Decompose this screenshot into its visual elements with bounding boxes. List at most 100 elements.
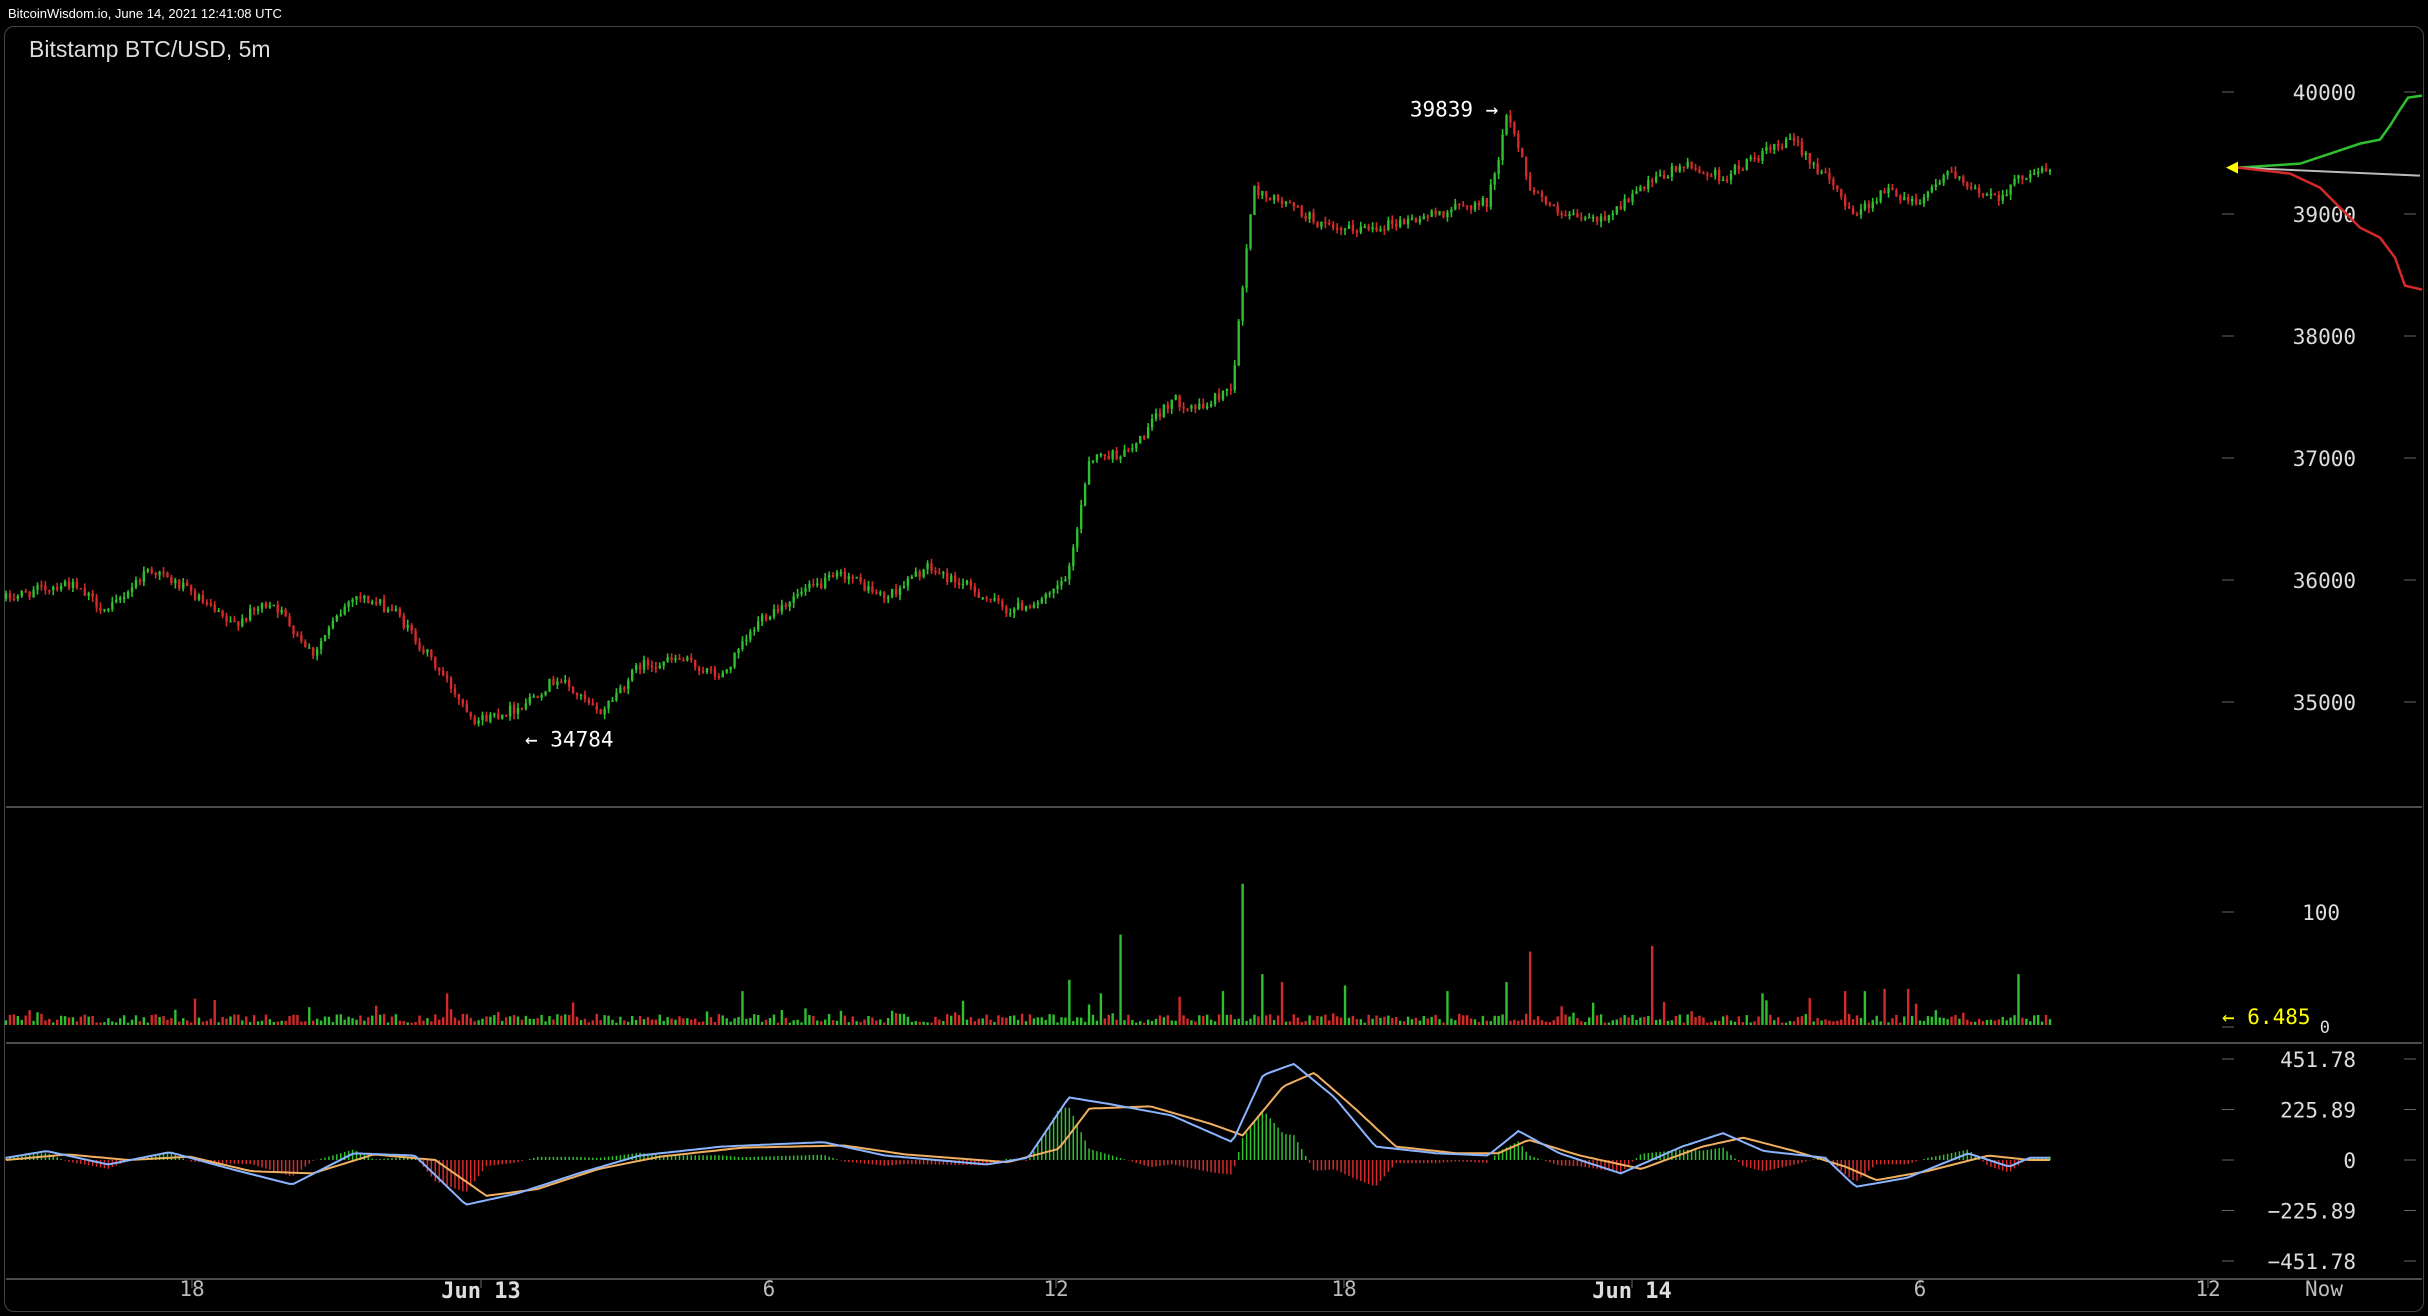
candle-body: [304, 641, 307, 648]
candle-body: [197, 595, 201, 600]
candle-body: [1103, 454, 1106, 456]
volume-bar: [745, 1018, 748, 1025]
candle-body: [1950, 171, 1953, 173]
candle: [1847, 202, 1851, 210]
chart-title: Bitstamp BTC/USD, 5m: [29, 36, 271, 62]
candle-body: [1958, 176, 1961, 179]
candle-body: [1777, 144, 1780, 147]
candle-body: [12, 598, 16, 601]
candle-body: [540, 695, 543, 698]
candle: [520, 707, 524, 711]
candle: [902, 581, 906, 589]
candle-body: [1233, 365, 1236, 391]
volume-bar: [1225, 1014, 1229, 1025]
volume-bar: [1261, 974, 1264, 1025]
volume-bar: [205, 1020, 209, 1025]
volume-bar: [1162, 1017, 1166, 1025]
candle-body: [213, 604, 216, 611]
candle-body: [268, 605, 272, 608]
candle: [571, 686, 575, 695]
candle-body: [1052, 588, 1055, 593]
candle-body: [205, 602, 209, 604]
candle: [44, 581, 47, 595]
candle: [1465, 205, 1469, 211]
candle-body: [749, 631, 752, 640]
candle: [363, 594, 366, 604]
volume-bar: [662, 1020, 665, 1025]
candle-body: [867, 586, 870, 591]
candle: [1938, 179, 1941, 186]
candle-body: [1808, 153, 1811, 164]
candle: [886, 594, 890, 604]
volume-bar: [1887, 1022, 1890, 1025]
source-bar: BitcoinWisdom.io, June 14, 2021 12:41:08…: [0, 0, 2428, 26]
candle: [1072, 544, 1075, 571]
candle-body: [1678, 166, 1681, 172]
volume-bar: [859, 1021, 862, 1025]
volume-bar: [946, 1014, 949, 1025]
candle-body: [1351, 225, 1355, 232]
candle-body: [493, 713, 496, 716]
volume-bar: [252, 1015, 256, 1025]
volume-zero-label: 0: [2320, 1018, 2330, 1038]
candle-body: [1623, 198, 1626, 210]
candle-body: [1139, 436, 1142, 444]
candle: [1666, 174, 1670, 179]
candle-body: [323, 634, 327, 642]
candle: [1422, 213, 1426, 220]
volume-bar: [1418, 1020, 1422, 1025]
candle-body: [2021, 175, 2024, 180]
candle-body: [1190, 405, 1193, 409]
candle: [646, 657, 650, 670]
volume-bar: [469, 1017, 472, 1025]
volume-bar: [686, 1018, 689, 1025]
volume-bar: [1461, 1015, 1465, 1025]
volume-bar: [441, 1017, 445, 1025]
volume-bar: [485, 1016, 488, 1025]
candle: [1497, 156, 1500, 180]
candle-body: [721, 672, 724, 678]
candle: [650, 660, 654, 672]
candle-body: [1461, 205, 1465, 207]
candle-body: [1150, 419, 1154, 428]
candle: [1647, 175, 1650, 193]
candle-body: [902, 586, 906, 589]
candle: [686, 655, 689, 662]
volume-bar: [512, 1015, 516, 1025]
candle-body: [20, 590, 23, 596]
candle: [1792, 133, 1796, 146]
candle: [701, 666, 705, 674]
volume-bar: [504, 1017, 508, 1025]
candle-body: [465, 703, 468, 713]
candle-body: [1832, 179, 1835, 186]
candle-body: [682, 659, 685, 661]
candle: [2048, 168, 2052, 175]
volume-bar: [1217, 1014, 1221, 1025]
candle-body: [658, 665, 661, 668]
candle: [883, 591, 886, 604]
candle-body: [1560, 213, 1563, 215]
volume-bar: [1072, 1021, 1075, 1025]
candle: [343, 603, 346, 616]
candle-body: [1851, 208, 1855, 214]
candle-body: [1844, 196, 1847, 207]
volume-bar: [591, 1020, 595, 1025]
candle-body: [1820, 171, 1823, 174]
candle-body: [217, 610, 220, 613]
candle-body: [1296, 206, 1299, 208]
volume-bar: [1292, 1014, 1296, 1025]
candle-body: [453, 688, 457, 695]
volume-bar: [536, 1018, 539, 1025]
candle: [666, 653, 669, 663]
candle-body: [1981, 193, 1985, 196]
candle-body: [1347, 225, 1351, 229]
candle-body: [1391, 220, 1394, 225]
price-tick-label: 37000: [2293, 447, 2356, 471]
macd-signal-line: [5, 1071, 2050, 1197]
volume-bar: [1139, 1021, 1142, 1025]
candle: [1178, 394, 1181, 412]
candle: [276, 600, 279, 619]
candle-body: [1926, 191, 1930, 198]
candle: [942, 570, 945, 579]
